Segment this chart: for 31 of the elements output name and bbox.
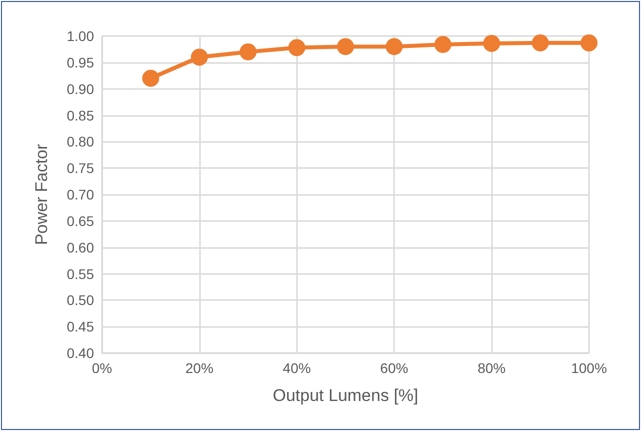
x-tick-label: 60% [380,360,408,376]
x-tick-label: 100% [571,360,607,376]
x-tick-label: 0% [92,360,112,376]
point [190,48,208,66]
point [337,38,354,56]
y-tick-label: 0.40 [66,345,94,361]
y-tick-label: 0.55 [66,266,94,282]
x-tick-label: 40% [282,360,311,376]
y-tick-label: 0.45 [66,318,94,335]
point [288,39,306,56]
y-tick-label: 0.50 [66,292,94,308]
y-tick-label: 0.80 [66,134,94,150]
y-tick-label: 1.00 [66,28,94,44]
y-tick-label: 0.90 [66,80,94,97]
y-tick-label: 0.70 [66,186,94,202]
y-tick-label: 0.95 [66,54,94,70]
point [240,43,257,60]
point [142,70,160,87]
point [483,34,500,52]
y-tick-label: 0.75 [66,160,94,176]
x-tick-label: 80% [478,360,506,376]
point [580,34,598,52]
y-tick-label: 0.85 [66,107,94,124]
point [532,34,549,52]
x-axis-title: Output Lumens [%] [272,386,418,405]
y-tick-label: 0.60 [66,239,94,256]
point [434,36,452,53]
x-tick-label: 20% [185,360,214,376]
y-axis-title: Power Factor [32,144,51,246]
y-tick-label: 0.65 [66,212,94,229]
point [386,38,403,56]
